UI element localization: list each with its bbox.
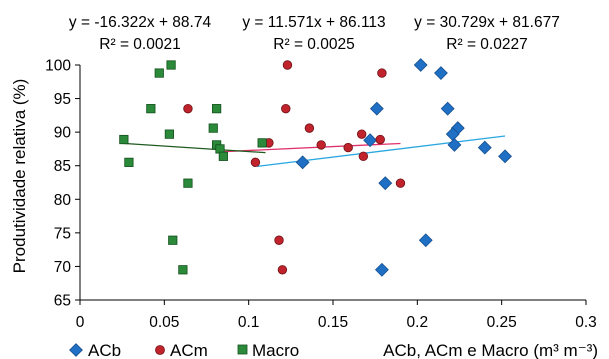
acb-equation: y = 30.729x + 81.677: [414, 14, 560, 31]
y-ticks: 65 70 75 80 85 90 95 100: [45, 58, 80, 310]
macro-point: [183, 178, 193, 188]
macro-point: [168, 235, 178, 245]
acb-point: [418, 233, 433, 248]
acb-point: [295, 155, 310, 170]
acb-point: [440, 101, 455, 116]
legend-item-macro: Macro: [237, 341, 299, 359]
macro-point: [119, 134, 129, 145]
x-tick-label: 0.05: [149, 314, 179, 331]
legend-label-acb: ACb: [88, 341, 121, 359]
acm-point: [358, 151, 369, 162]
acm-point: [377, 68, 387, 78]
legend-diamond-marker: [69, 343, 83, 357]
acb-point: [447, 137, 462, 152]
macro-r2: R² = 0.0021: [99, 36, 180, 53]
acm-point: [277, 265, 288, 275]
y-tick-label: 75: [54, 225, 71, 242]
y-tick-label: 85: [54, 158, 71, 175]
legend-label-macro: Macro: [252, 341, 299, 359]
acm-point: [250, 157, 261, 168]
macro-equation: y = -16.322x + 88.74: [69, 14, 212, 31]
legend-item-acb: ACb: [69, 341, 121, 359]
macro-point: [154, 68, 164, 78]
macro-point: [146, 104, 156, 114]
legend-item-acm: ACm: [155, 341, 208, 359]
x-tick-label: 0.2: [407, 314, 429, 331]
x-tick-label: 0.25: [487, 314, 517, 331]
y-tick-label: 100: [45, 58, 71, 75]
acm-point: [316, 140, 326, 150]
legend: ACb ACm Macro: [69, 341, 299, 359]
trendline-macro: [122, 142, 266, 154]
macro-point: [164, 129, 174, 139]
acm-point: [343, 142, 353, 153]
macro-point: [178, 265, 188, 275]
x-tick-label: 0.1: [238, 314, 260, 331]
x-ticks: 0 0.05 0.1 0.15 0.2 0.25 0.3: [76, 300, 597, 331]
trendlines: [122, 135, 506, 168]
y-tick-label: 70: [54, 259, 72, 276]
acm-point: [375, 134, 385, 145]
macro-point: [212, 104, 222, 114]
acb-point: [445, 127, 460, 142]
y-tick-label: 95: [54, 91, 71, 108]
legend-label-acm: ACm: [170, 341, 208, 359]
acb-point: [434, 66, 448, 80]
x-tick-label: 0.15: [318, 314, 348, 331]
acm-equation: y = 11.571x + 86.113: [242, 14, 385, 31]
data-points: [119, 58, 512, 277]
legend-square-marker: [237, 344, 248, 355]
x-tick-label: 0: [76, 314, 85, 331]
acb-point: [374, 262, 389, 277]
acb-point: [369, 101, 384, 116]
x-axis-label: ACb, ACm e Macro (m³ m⁻³): [383, 341, 598, 359]
trendline-acm: [219, 142, 401, 153]
acb-point: [363, 133, 378, 148]
acm-point: [395, 178, 406, 188]
x-tick-label: 0.3: [575, 314, 597, 331]
macro-point: [166, 60, 176, 70]
acm-point: [304, 123, 315, 133]
acm-point: [274, 235, 284, 245]
acb-point: [413, 58, 428, 72]
acb-point: [477, 140, 492, 155]
acb-point: [498, 149, 512, 164]
y-axis-label: Produtividade relativa (%): [10, 79, 29, 274]
acm-point: [281, 103, 291, 114]
macro-point: [124, 157, 134, 167]
acm-point: [282, 60, 293, 70]
y-tick-label: 90: [54, 125, 72, 142]
macro-point: [257, 138, 267, 148]
y-tick-label: 80: [54, 192, 72, 209]
macro-point: [208, 123, 218, 133]
acb-point: [378, 176, 393, 191]
acb-r2: R² = 0.0227: [446, 36, 527, 53]
legend-circle-marker: [155, 345, 165, 355]
macro-point: [218, 151, 228, 161]
acm-r2: R² = 0.0025: [273, 36, 354, 53]
y-tick-label: 65: [54, 293, 71, 310]
acm-point: [356, 129, 367, 139]
acm-point: [183, 103, 193, 114]
